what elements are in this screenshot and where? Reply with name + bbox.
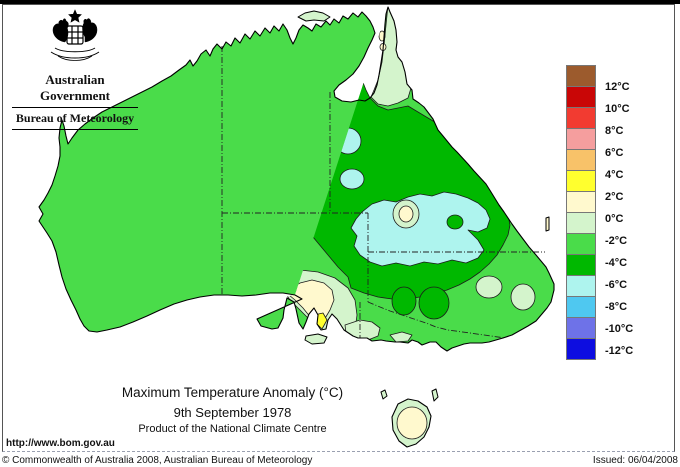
kangaroo-island [304, 333, 328, 345]
legend-swatch [566, 128, 596, 150]
top-border-bar [0, 0, 680, 4]
tasmania [391, 398, 432, 448]
legend-swatch [566, 296, 596, 318]
legend-label: -12°C [605, 345, 634, 357]
coastline [38, 6, 555, 352]
map-product: Product of the National Climate Centre [138, 423, 327, 435]
map-land-and-regions [38, 6, 555, 448]
legend-swatch [566, 212, 596, 234]
legend-label: -6°C [605, 279, 628, 291]
gov-title: Australian Government [39, 72, 111, 103]
issued-date: Issued: 06/04/2008 [592, 455, 678, 466]
legend-swatch [566, 317, 596, 339]
legend-swatch [566, 275, 596, 297]
legend-swatch [566, 65, 596, 87]
legend-swatch [566, 191, 596, 213]
legend-label: -8°C [605, 301, 628, 313]
coat-of-arms-block: Australian Government Bureau of Meteorol… [10, 8, 140, 130]
map-titles: Maximum Temperature Anomaly (°C) 9th Sep… [60, 385, 405, 435]
melville-island [297, 10, 331, 22]
agency-title: Bureau of Meteorology [15, 111, 135, 125]
map-date: 9th September 1978 [173, 405, 292, 420]
temperature-legend: 12°C 10°C 8°C 6°C 4°C 2°C 0°C -2°C -4°C -6°C -8°C -… [566, 65, 676, 360]
king-island [380, 389, 388, 400]
fraser-island [545, 216, 550, 232]
legend-swatch [566, 338, 596, 360]
legend-swatch [566, 254, 596, 276]
flinders-island [431, 388, 439, 402]
legend-label: 6°C [605, 147, 624, 159]
legend-label: -10°C [605, 323, 634, 335]
map-title: Maximum Temperature Anomaly (°C) [121, 385, 344, 400]
legend-label: 8°C [605, 125, 624, 137]
legend-label: 12°C [605, 81, 630, 93]
state-borders [221, 46, 545, 339]
legend-label: 0°C [605, 213, 624, 225]
crest-rule-bottom [12, 129, 138, 130]
copyright-text: © Commonwealth of Australia 2008, Austra… [2, 455, 313, 466]
islands [297, 10, 550, 402]
legend-swatch [566, 149, 596, 171]
crest-rule-top [12, 107, 138, 108]
legend-label: 4°C [605, 169, 624, 181]
legend-label: 10°C [605, 103, 630, 115]
legend-swatch [566, 233, 596, 255]
legend-swatch [566, 86, 596, 108]
bom-url: http://www.bom.gov.au [6, 438, 115, 449]
legend-label: -4°C [605, 257, 628, 269]
legend-swatch [566, 170, 596, 192]
legend-swatch [566, 107, 596, 129]
legend-label: -2°C [605, 235, 628, 247]
coat-of-arms [50, 9, 100, 61]
legend-label: 2°C [605, 191, 624, 203]
